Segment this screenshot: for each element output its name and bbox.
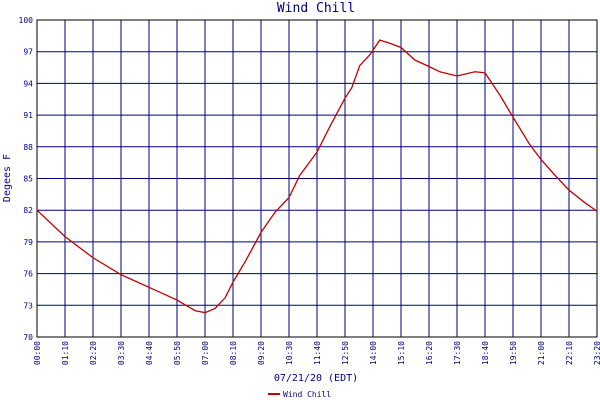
x-tick-label: 16:20 [425,341,434,365]
y-tick-label: 85 [23,175,33,184]
y-tick-label: 94 [23,79,33,88]
x-tick-label: 17:30 [453,341,462,365]
y-tick-label: 88 [23,143,33,152]
x-tick-label: 21:00 [537,341,546,365]
y-tick-label: 70 [23,333,33,342]
x-tick-label: 03:30 [117,341,126,365]
x-tick-label: 00:00 [33,341,42,365]
x-tick-label: 14:00 [369,341,378,365]
y-tick-label: 100 [19,16,34,25]
y-tick-label: 76 [23,270,33,279]
x-tick-label: 12:50 [341,341,350,365]
x-tick-label: 05:50 [173,341,182,365]
y-tick-label: 82 [23,206,33,215]
x-tick-label: 18:40 [481,341,490,365]
y-tick-label: 79 [23,238,33,247]
y-axis-label: Degees F [2,154,13,202]
x-tick-label: 04:40 [145,341,154,365]
x-tick-label: 11:40 [313,341,322,365]
x-tick-label: 08:10 [229,341,238,365]
x-tick-label: 10:30 [285,341,294,365]
x-tick-label: 23:20 [593,341,600,365]
data-line [36,39,598,314]
x-tick-label: 22:10 [565,341,574,365]
x-tick-label: 09:20 [257,341,266,365]
x-tick-label: 07:00 [201,341,210,365]
x-tick-label: 15:10 [397,341,406,365]
legend-label: Wind Chill [283,390,331,399]
chart-title: Wind Chill [277,1,355,16]
y-tick-label: 73 [23,301,33,310]
plot-frame [36,19,598,338]
x-axis-label: 07/21/20 (EDT) [274,373,358,384]
x-tick-label: 02:20 [89,341,98,365]
x-tick-label: 19:50 [509,341,518,365]
y-tick-label: 97 [23,48,33,57]
y-tick-label: 91 [23,111,33,120]
x-tick-label: 01:10 [61,341,70,365]
